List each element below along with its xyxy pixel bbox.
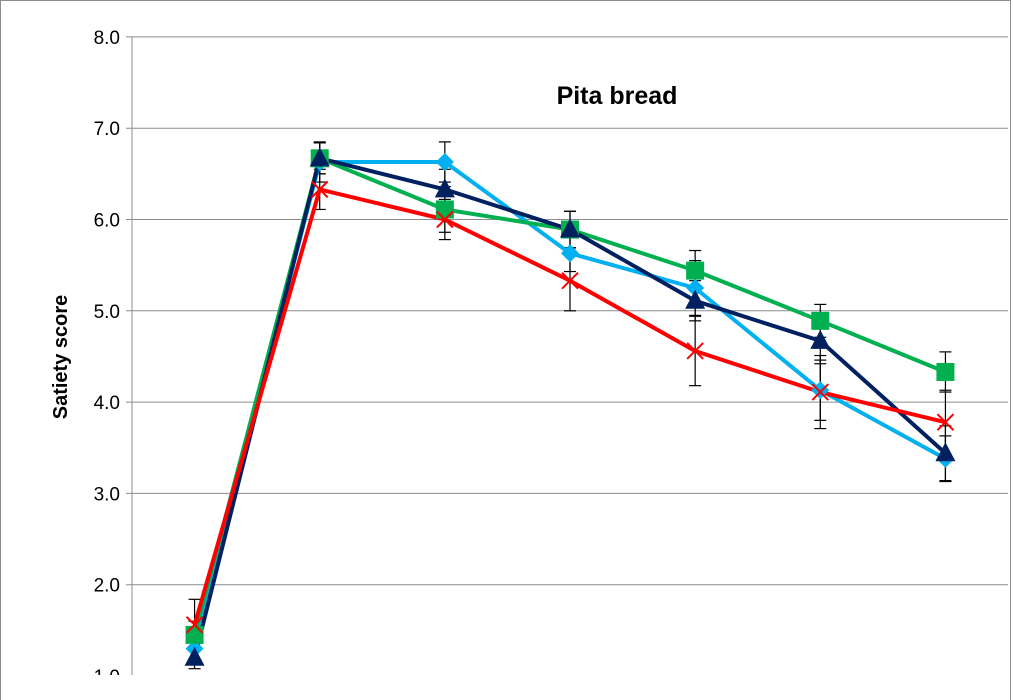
- x-stroke: [311, 180, 329, 199]
- point-triangle: [309, 147, 330, 167]
- point-diamond: [561, 244, 579, 263]
- x-stroke: [561, 271, 579, 290]
- y-tick-label: 2.0: [94, 576, 120, 597]
- point-triangle: [810, 329, 831, 349]
- y-tick-label: 8.0: [94, 28, 120, 49]
- point-diamond: [435, 152, 454, 171]
- y-tick-labels: 1.0 2.0 3.0 4.0 5.0 6.0 7.0 8.0: [94, 28, 120, 675]
- point-x: [436, 210, 454, 229]
- point-square: [811, 311, 830, 330]
- point-diamond: [811, 381, 830, 400]
- point-square: [936, 362, 955, 381]
- x-stroke: [811, 383, 829, 401]
- y-axis-label: Satiety score: [50, 295, 72, 420]
- point-square: [185, 625, 204, 644]
- point-x: [936, 413, 955, 431]
- x-stroke: [936, 413, 955, 431]
- line-chart: 1.0 2.0 3.0 4.0 5.0 6.0 7.0 8.0 Pita bread Sati…: [50, 28, 1008, 675]
- point-x: [311, 180, 329, 199]
- series-markers: [184, 147, 956, 666]
- point-triangle: [935, 442, 956, 462]
- point-triangle: [184, 646, 205, 666]
- y-tick-label: 1.0: [94, 667, 120, 675]
- y-tick-label: 5.0: [94, 302, 120, 323]
- point-x: [185, 616, 204, 634]
- point-triangle: [560, 218, 580, 238]
- x-stroke: [686, 342, 704, 360]
- y-tick-label: 6.0: [94, 211, 120, 232]
- point-x: [811, 383, 829, 401]
- point-square: [435, 200, 454, 219]
- point-diamond: [686, 278, 705, 297]
- point-triangle: [685, 289, 706, 309]
- x-stroke: [185, 616, 204, 634]
- gridlines: [126, 36, 1008, 675]
- point-square: [686, 261, 705, 280]
- y-tick-label: 7.0: [94, 119, 120, 140]
- y-tick-label: 3.0: [94, 484, 120, 505]
- point-x: [686, 342, 704, 360]
- y-tick-label: 4.0: [94, 393, 120, 414]
- chart-title: Pita bread: [557, 82, 678, 110]
- point-x: [561, 271, 579, 290]
- point-triangle: [434, 178, 455, 198]
- x-stroke: [436, 210, 454, 229]
